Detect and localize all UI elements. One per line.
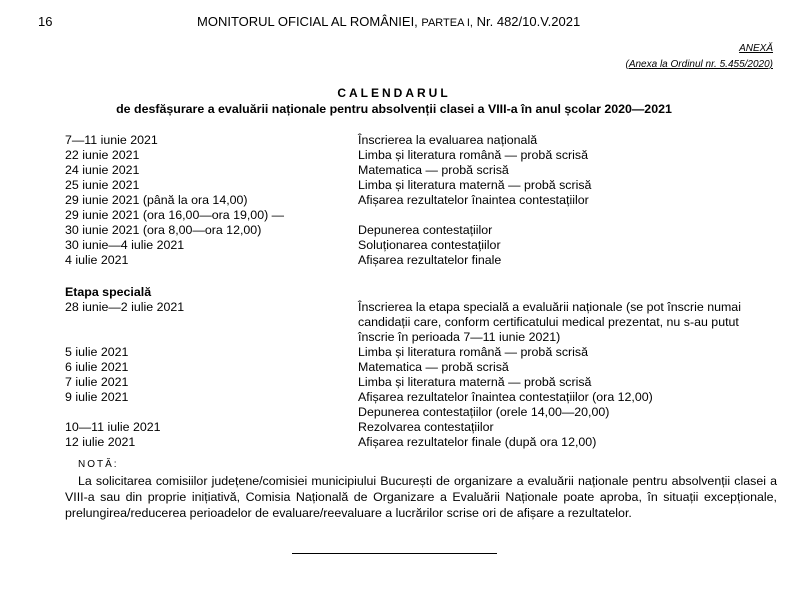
schedule-event: Depunerea contestațiilor [358,223,493,237]
schedule-date: 9 iulie 2021 [65,390,129,404]
schedule-event: Matematica — probă scrisă [358,163,509,177]
schedule-event: Limba și literatura maternă — probă scri… [358,178,592,192]
publication-name: MONITORUL OFICIAL AL ROMÂNIEI, [197,14,418,29]
document-subtitle: de desfășurare a evaluării naționale pen… [116,102,672,116]
publication-part: PARTEA I, [421,17,473,29]
schedule-event: Afișarea rezultatelor finale (după ora 1… [358,435,597,449]
schedule-event: Afișarea rezultatelor înaintea contestaț… [358,193,589,207]
schedule-date: 10—11 iulie 2021 [65,420,161,434]
schedule-date: 22 iunie 2021 [65,148,140,162]
issue-number: Nr. 482/10.V.2021 [476,14,581,29]
schedule-date: 5 iulie 2021 [65,345,129,359]
schedule-date: 28 iunie—2 iulie 2021 [65,300,185,314]
schedule-event: Limba și literatura română — probă scris… [358,345,589,359]
note-text: La solicitarea comisiilor județene/comis… [65,474,777,520]
schedule-date: 30 iunie 2021 (ora 8,00—ora 12,00) [65,223,262,237]
special-stage-heading: Etapa specială [65,285,152,299]
annex-label: ANEXĂ [739,43,773,54]
schedule-date: 29 iunie 2021 (până la ora 14,00) [65,193,248,207]
running-header: MONITORUL OFICIAL AL ROMÂNIEI, PARTEA I,… [197,14,580,29]
annex-reference: (Anexa la Ordinul nr. 5.455/2020) [625,59,774,70]
schedule-date: 7—11 iunie 2021 [65,133,158,147]
schedule-date: 29 iunie 2021 (ora 16,00—ora 19,00) — [65,208,285,222]
schedule-date: 12 iulie 2021 [65,435,136,449]
schedule-event: Matematica — probă scrisă [358,360,509,374]
schedule-date: 4 iulie 2021 [65,253,129,267]
schedule-event: Soluționarea contestațiilor [358,238,501,252]
schedule-event: Limba și literatura română — probă scris… [358,148,589,162]
schedule-date: 6 iulie 2021 [65,360,129,374]
schedule-date: 25 iunie 2021 [65,178,140,192]
schedule-date: 24 iunie 2021 [65,163,140,177]
schedule-event: Înscrierea la evaluarea națională [358,133,538,147]
end-divider [292,553,497,554]
schedule-event: Afișarea rezultatelor finale [358,253,502,267]
document-title: CALENDARUL [337,86,451,100]
schedule-event: Limba și literatura maternă — probă scri… [358,375,592,389]
schedule-event: Înscrierea la etapa specială a evaluării… [358,300,741,344]
schedule-date: 7 iulie 2021 [65,375,129,389]
schedule-event: Afișarea rezultatelor înaintea contestaț… [358,390,653,404]
schedule-event: Rezolvarea contestațiilor [358,420,494,434]
schedule-date: 30 iunie—4 iulie 2021 [65,238,185,252]
note-label: NOTĂ: [78,459,119,470]
schedule-event: Depunerea contestațiilor (orele 14,00—20… [358,405,610,419]
page-number: 16 [38,14,53,29]
